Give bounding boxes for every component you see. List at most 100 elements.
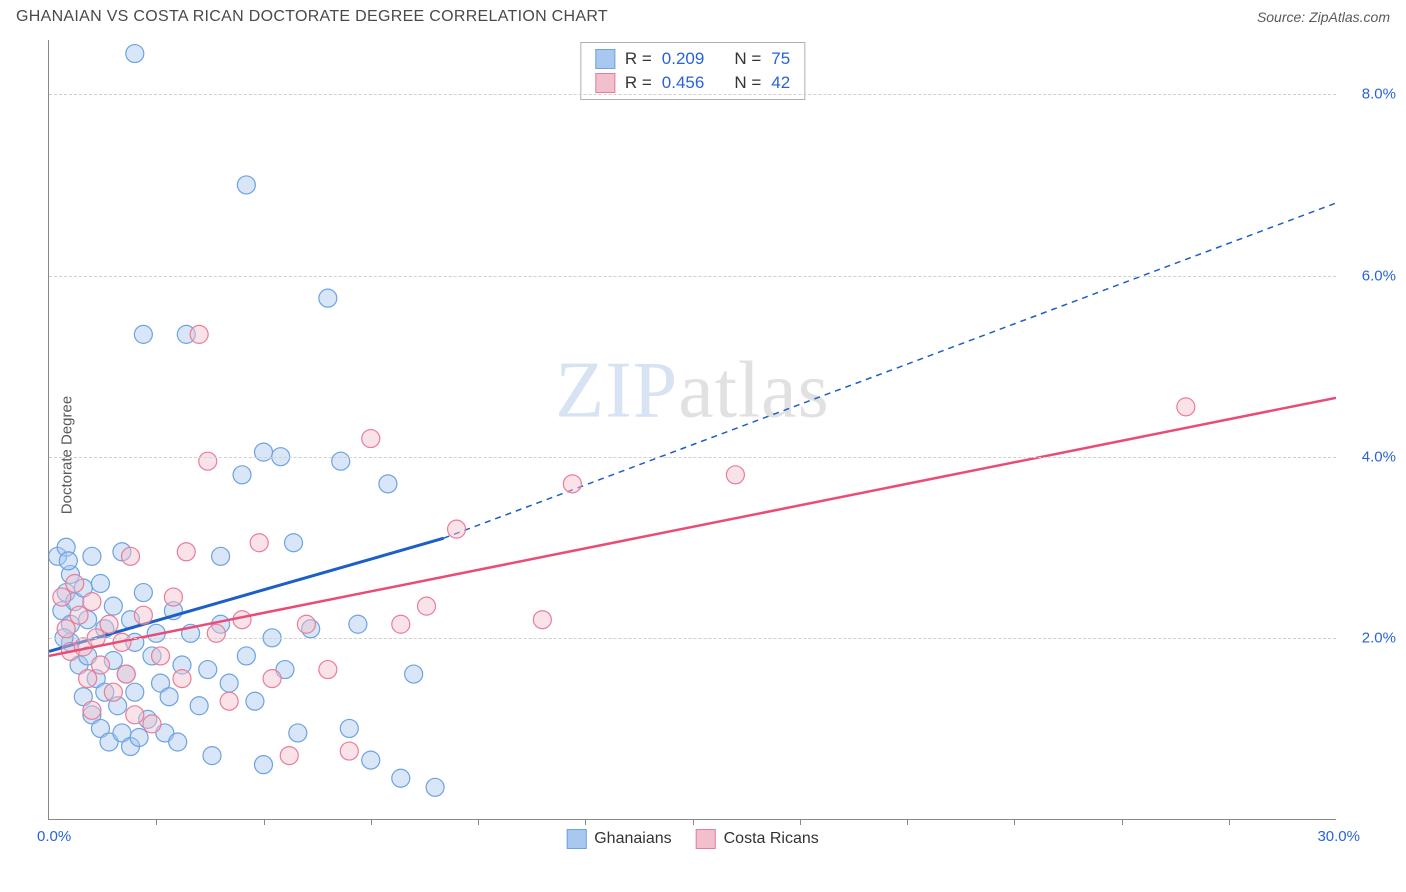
r-value: 0.209 <box>662 49 705 69</box>
data-point <box>70 606 88 624</box>
x-tick <box>478 819 479 825</box>
data-point <box>199 661 217 679</box>
y-tick-label: 6.0% <box>1362 267 1396 284</box>
x-tick <box>585 819 586 825</box>
data-point <box>319 289 337 307</box>
data-point <box>91 656 109 674</box>
chart-title: GHANAIAN VS COSTA RICAN DOCTORATE DEGREE… <box>16 8 608 26</box>
data-point <box>53 588 71 606</box>
data-point <box>83 701 101 719</box>
data-point <box>190 325 208 343</box>
data-point <box>199 452 217 470</box>
data-point <box>173 670 191 688</box>
x-tick <box>1014 819 1015 825</box>
stats-row: R =0.456N =42 <box>595 71 790 95</box>
y-tick-label: 2.0% <box>1362 629 1396 646</box>
data-point <box>122 547 140 565</box>
data-point <box>134 584 152 602</box>
n-label: N = <box>734 49 761 69</box>
legend-label: Ghanaians <box>594 830 671 848</box>
data-point <box>340 742 358 760</box>
data-point <box>126 706 144 724</box>
data-point <box>246 692 264 710</box>
data-point <box>255 756 273 774</box>
stats-box: R =0.209N =75R =0.456N =42 <box>580 42 805 100</box>
data-point <box>250 534 268 552</box>
data-point <box>405 665 423 683</box>
data-point <box>426 778 444 796</box>
data-point <box>233 466 251 484</box>
data-point <box>152 647 170 665</box>
legend-item: Costa Ricans <box>696 829 819 849</box>
y-tick-label: 8.0% <box>1362 86 1396 103</box>
data-point <box>57 620 75 638</box>
data-point <box>212 547 230 565</box>
x-tick <box>693 819 694 825</box>
data-point <box>220 692 238 710</box>
data-point <box>143 715 161 733</box>
data-point <box>126 45 144 63</box>
legend-swatch <box>595 49 615 69</box>
plot-svg <box>49 40 1336 819</box>
data-point <box>392 769 410 787</box>
chart-container: Doctorate Degree ZIPatlas R =0.209N =75R… <box>0 30 1406 880</box>
data-point <box>220 674 238 692</box>
data-point <box>134 606 152 624</box>
data-point <box>362 430 380 448</box>
legend-swatch <box>595 73 615 93</box>
stats-row: R =0.209N =75 <box>595 47 790 71</box>
data-point <box>130 728 148 746</box>
x-tick <box>800 819 801 825</box>
y-tick-label: 4.0% <box>1362 448 1396 465</box>
n-label: N = <box>734 73 761 93</box>
x-tick <box>264 819 265 825</box>
data-point <box>66 574 84 592</box>
x-tick <box>371 819 372 825</box>
x-axis-end-label: 30.0% <box>1317 828 1360 845</box>
plot-area: ZIPatlas R =0.209N =75R =0.456N =42 0.0%… <box>48 40 1336 820</box>
data-point <box>83 593 101 611</box>
bottom-legend: Ghanaians Costa Ricans <box>566 829 819 849</box>
data-point <box>91 574 109 592</box>
x-tick <box>156 819 157 825</box>
data-point <box>392 615 410 633</box>
data-point <box>237 176 255 194</box>
data-point <box>117 665 135 683</box>
data-point <box>100 615 118 633</box>
data-point <box>280 747 298 765</box>
data-point <box>203 747 221 765</box>
x-tick <box>1122 819 1123 825</box>
x-axis-start-label: 0.0% <box>37 828 71 845</box>
data-point <box>190 697 208 715</box>
data-point <box>169 733 187 751</box>
legend-item: Ghanaians <box>566 829 671 849</box>
trend-line <box>49 538 444 651</box>
r-label: R = <box>625 49 652 69</box>
grid-line <box>49 276 1336 277</box>
data-point <box>160 688 178 706</box>
data-point <box>59 552 77 570</box>
grid-line <box>49 94 1336 95</box>
data-point <box>332 452 350 470</box>
data-point <box>379 475 397 493</box>
x-tick <box>1229 819 1230 825</box>
data-point <box>237 647 255 665</box>
x-tick <box>907 819 908 825</box>
data-point <box>164 588 182 606</box>
legend-swatch <box>566 829 586 849</box>
data-point <box>104 683 122 701</box>
data-point <box>726 466 744 484</box>
data-point <box>126 683 144 701</box>
data-point <box>289 724 307 742</box>
legend-label: Costa Ricans <box>724 830 819 848</box>
data-point <box>362 751 380 769</box>
data-point <box>177 543 195 561</box>
n-value: 42 <box>771 73 790 93</box>
data-point <box>349 615 367 633</box>
data-point <box>83 547 101 565</box>
data-point <box>563 475 581 493</box>
data-point <box>1177 398 1195 416</box>
data-point <box>263 670 281 688</box>
r-value: 0.456 <box>662 73 705 93</box>
grid-line <box>49 638 1336 639</box>
